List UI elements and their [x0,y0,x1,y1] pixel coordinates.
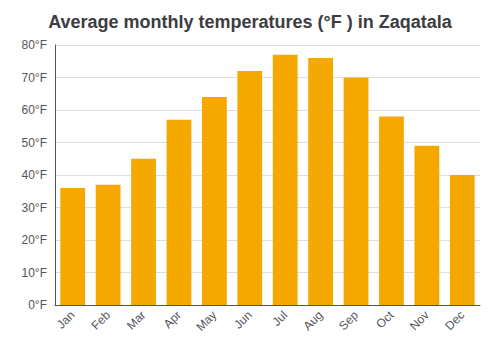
svg-text:20°F: 20°F [22,233,47,247]
svg-text:Apr: Apr [161,308,184,331]
svg-text:Dec: Dec [442,308,467,333]
svg-text:Aug: Aug [301,308,326,333]
svg-text:50°F: 50°F [22,136,47,150]
svg-text:Jan: Jan [54,308,78,332]
svg-text:Oct: Oct [373,308,397,332]
svg-text:40°F: 40°F [22,168,47,182]
svg-text:80°F: 80°F [22,38,47,52]
svg-text:Jul: Jul [269,308,290,329]
svg-text:Average monthly temperatures (: Average monthly temperatures (°F ) in Za… [48,12,453,32]
svg-text:Mar: Mar [124,308,149,332]
svg-text:30°F: 30°F [22,201,47,215]
svg-text:0°F: 0°F [28,298,47,312]
svg-text:Nov: Nov [407,308,432,333]
svg-text:Feb: Feb [89,308,114,333]
svg-text:Sep: Sep [336,308,361,333]
svg-text:May: May [193,308,219,334]
svg-text:Jun: Jun [231,308,255,332]
svg-text:60°F: 60°F [22,103,47,117]
svg-text:10°F: 10°F [22,266,47,280]
svg-text:70°F: 70°F [22,71,47,85]
